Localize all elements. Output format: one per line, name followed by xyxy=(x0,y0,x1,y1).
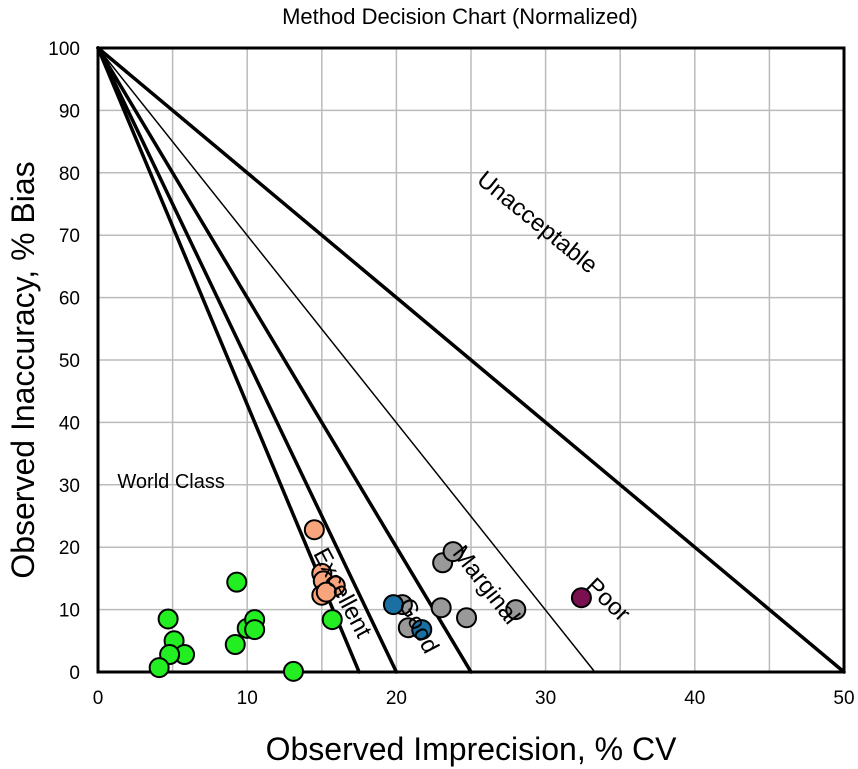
y-tick-label: 80 xyxy=(59,164,80,185)
zone-label: World Class xyxy=(117,471,224,493)
x-axis-label: Observed Imprecision, % CV xyxy=(266,731,677,767)
boundary-line xyxy=(96,46,846,674)
boundary-line xyxy=(96,46,399,674)
zone-label: Unacceptable xyxy=(472,166,603,279)
y-tick-label: 20 xyxy=(59,538,80,559)
data-point xyxy=(226,571,248,593)
data-point xyxy=(315,581,337,603)
data-point xyxy=(570,587,592,609)
x-tick-label: 0 xyxy=(93,688,104,709)
x-tick-label: 40 xyxy=(684,688,705,709)
data-point xyxy=(430,597,452,619)
y-axis-label: Observed Inaccuracy, % Bias xyxy=(5,161,41,578)
x-tick-label: 10 xyxy=(237,688,258,709)
y-tick-label: 10 xyxy=(59,601,80,622)
x-tick-labels: 0 10 20 30 40 50 xyxy=(93,688,855,709)
data-point xyxy=(456,607,478,629)
data-point xyxy=(224,634,246,656)
y-tick-label: 90 xyxy=(59,101,80,122)
x-tick-label: 50 xyxy=(833,688,854,709)
data-point xyxy=(442,541,464,563)
data-point xyxy=(157,608,179,630)
boundary-line xyxy=(97,47,596,673)
y-tick-label: 50 xyxy=(59,351,80,372)
data-point xyxy=(148,657,170,679)
y-tick-label: 0 xyxy=(69,663,80,684)
y-tick-label: 30 xyxy=(59,476,80,497)
y-tick-label: 40 xyxy=(59,413,80,434)
data-point xyxy=(505,599,527,621)
zone-label: Poor xyxy=(580,573,635,628)
data-point xyxy=(282,660,304,682)
data-points xyxy=(148,519,592,682)
y-tick-label: 60 xyxy=(59,289,80,310)
y-tick-labels: 0 10 20 30 40 50 60 70 80 90 100 xyxy=(48,39,80,684)
data-point xyxy=(382,594,404,616)
y-tick-label: 100 xyxy=(48,39,80,60)
data-point xyxy=(244,619,266,641)
plot-frame xyxy=(96,46,846,674)
y-tick-label: 70 xyxy=(59,226,80,247)
data-point xyxy=(303,519,325,541)
chart-title: Method Decision Chart (Normalized) xyxy=(282,4,638,29)
data-point xyxy=(411,619,433,641)
data-point xyxy=(321,609,343,631)
x-tick-label: 20 xyxy=(386,688,407,709)
x-tick-label: 30 xyxy=(535,688,556,709)
boundary-line xyxy=(96,46,473,674)
